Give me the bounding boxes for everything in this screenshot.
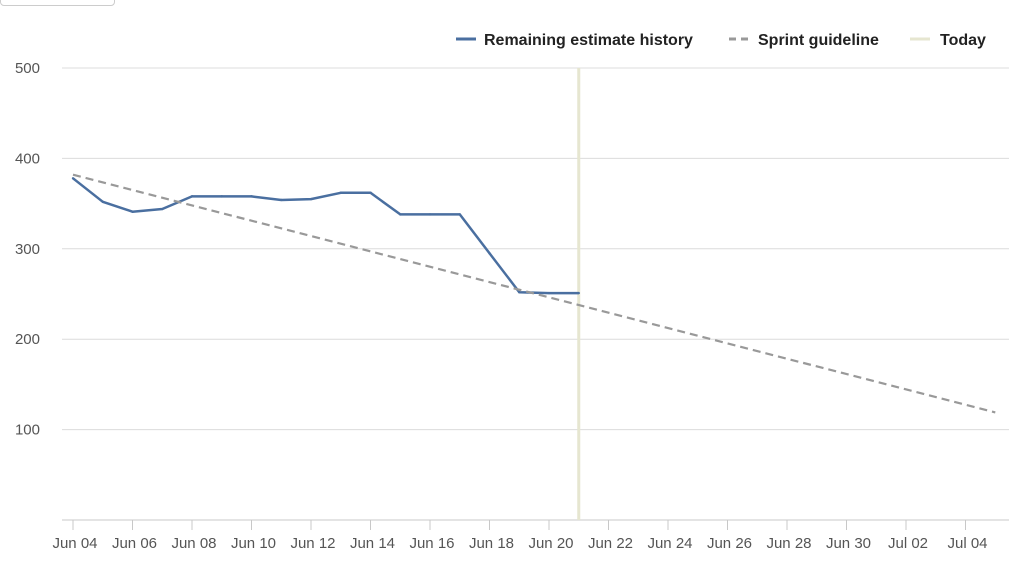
x-tick-label: Jun 18 (469, 535, 514, 552)
data-point (577, 291, 580, 295)
x-tick-label: Jun 08 (171, 535, 216, 552)
x-tick-label: Jun 12 (290, 535, 335, 552)
data-point (250, 195, 253, 198)
x-tick-label: Jun 14 (350, 535, 395, 552)
legend-item-guideline[interactable]: Sprint guideline (729, 32, 879, 49)
legend-label: Remaining estimate history (484, 32, 693, 49)
x-tick-label: Jul 04 (947, 535, 987, 552)
x-tick-label: Jul 02 (888, 535, 928, 552)
x-tick-label: Jun 24 (647, 535, 692, 552)
legend: Remaining estimate history Sprint guideli… (456, 32, 986, 49)
data-point (339, 191, 342, 194)
data-point (369, 191, 372, 194)
data-point (161, 207, 164, 211)
y-tick-label: 100 (15, 422, 40, 439)
x-axis-ticks: Jun 04 Jun 06 Jun 08 Jun 10 Jun 12 Jun 14 Jun … (52, 520, 988, 552)
x-tick-label: Jun 20 (528, 535, 573, 552)
data-point (131, 210, 134, 213)
y-axis-ticks: 100 200 300 400 500 (15, 60, 40, 439)
x-tick-label: Jun 10 (231, 535, 276, 552)
x-tick-label: Jun 26 (707, 535, 752, 552)
data-point (458, 213, 461, 216)
legend-item-today[interactable]: Today (910, 32, 986, 49)
x-tick-label: Jun 30 (826, 535, 871, 552)
x-tick-label: Jun 04 (52, 535, 97, 552)
legend-label: Today (940, 32, 986, 49)
gridlines (62, 67, 1009, 521)
data-point (488, 252, 491, 255)
data-point (428, 213, 432, 216)
top-button-stub[interactable] (0, 0, 115, 6)
data-point (190, 195, 194, 198)
data-point (101, 200, 104, 203)
x-tick-label: Jun 28 (766, 535, 811, 552)
y-tick-label: 500 (15, 60, 40, 77)
sprint-guideline-line (72, 173, 996, 414)
data-point (280, 198, 283, 202)
data-point (220, 195, 223, 198)
series-layer (71, 173, 996, 414)
data-point (309, 197, 313, 201)
x-tick-label: Jun 06 (112, 535, 157, 552)
y-tick-label: 300 (15, 241, 40, 258)
y-tick-label: 200 (15, 331, 40, 348)
x-tick-label: Jun 16 (409, 535, 454, 552)
data-point (547, 291, 551, 295)
y-tick-label: 400 (15, 150, 40, 167)
x-tick-label: Jun 22 (588, 535, 633, 552)
data-point (71, 177, 75, 180)
data-point (399, 213, 402, 216)
legend-item-remaining[interactable]: Remaining estimate history (456, 32, 693, 49)
legend-label: Sprint guideline (758, 32, 879, 49)
remaining-estimate-line (72, 177, 579, 295)
data-point (518, 290, 521, 294)
